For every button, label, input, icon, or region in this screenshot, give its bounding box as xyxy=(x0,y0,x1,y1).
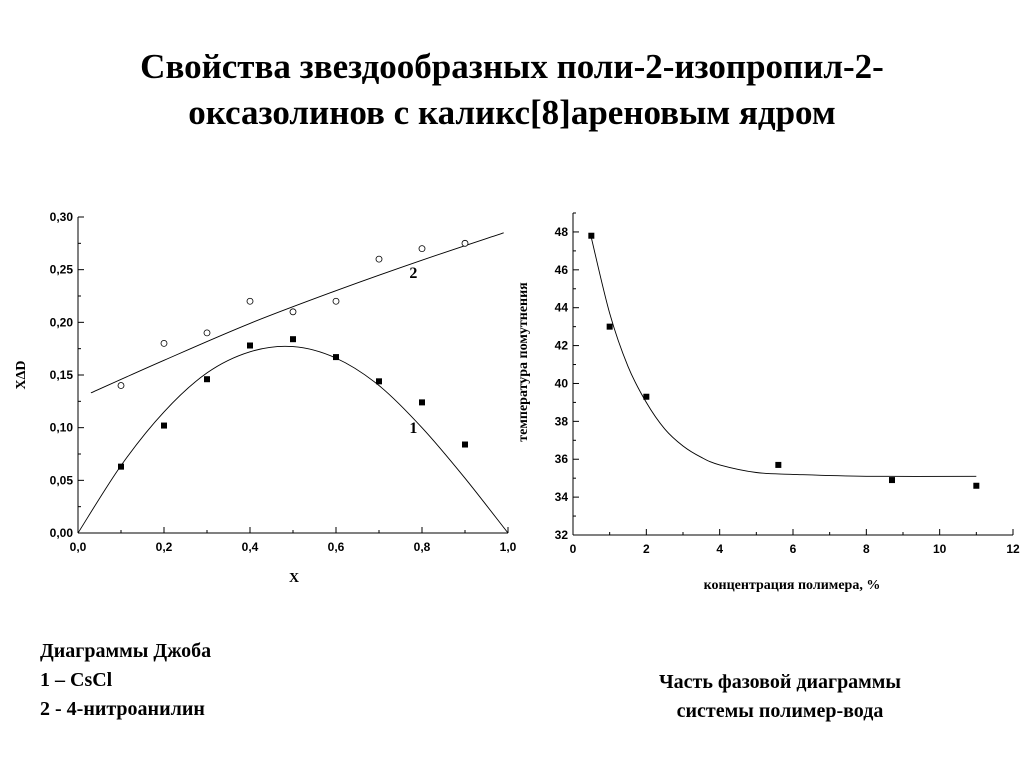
job-diagram-caption: Диаграммы Джоба 1 – CsCl 2 - 4-нитроанил… xyxy=(40,637,211,724)
job-data-point-2 xyxy=(289,308,297,316)
phase-y-tick-label: 44 xyxy=(555,301,569,315)
phase-x-tick-label: 10 xyxy=(933,542,947,556)
caption-left-line-2: 1 – CsCl xyxy=(40,669,113,691)
phase-data-point-1 xyxy=(606,323,613,330)
phase-data-point-1 xyxy=(643,393,650,400)
phase-data-point-1 xyxy=(588,232,595,239)
caption-right-line-2: системы полимер-вода xyxy=(676,700,884,722)
job-data-point-2 xyxy=(117,382,125,389)
job-fit-curve-2 xyxy=(90,232,504,394)
phase-x-tick-label: 0 xyxy=(570,542,577,556)
job-data-point-1 xyxy=(118,463,124,470)
phase-data-point-1 xyxy=(775,461,782,468)
job-data-point-1 xyxy=(290,336,296,343)
caption-left-line-3: 2 - 4-нитроанилин xyxy=(40,698,205,720)
job-fit-curve-1 xyxy=(77,345,509,534)
job-x-tick-label: 0,2 xyxy=(156,540,173,554)
phase-y-tick-label: 34 xyxy=(555,490,569,504)
phase-diagram-chart: 0 2 4 6 8 10 12323436384042444648концентрация … xyxy=(516,212,1020,593)
phase-y-axis-title: температура помутнения xyxy=(516,282,531,442)
page-title-line-1: Свойства звездообразных поли-2-изопропил… xyxy=(140,47,884,86)
phase-data-point-1 xyxy=(973,482,980,489)
job-data-point-2 xyxy=(332,297,340,305)
caption-right-line-1: Часть фазовой диаграммы xyxy=(658,671,902,693)
job-y-tick-label: 0,00 xyxy=(50,526,74,540)
phase-x-tick-label: 12 xyxy=(1006,542,1020,556)
phase-y-tick-label: 38 xyxy=(555,414,569,428)
job-x-axis-title: X xyxy=(289,571,299,586)
job-y-tick-label: 0,10 xyxy=(50,421,74,435)
job-x-tick-label: 0,4 xyxy=(242,540,259,554)
phase-x-tick-label: 4 xyxy=(716,542,723,556)
job-x-tick-label: 0,6 xyxy=(328,540,345,554)
job-y-tick-label: 0,30 xyxy=(50,210,74,224)
phase-x-tick-label: 2 xyxy=(643,542,650,556)
job-data-point-2 xyxy=(418,245,426,252)
job-data-point-2 xyxy=(160,339,168,347)
page-title: Свойства звездообразных поли-2-изопропил… xyxy=(0,44,1024,136)
phase-y-tick-label: 46 xyxy=(555,263,569,277)
job-data-point-2 xyxy=(246,297,254,305)
job-x-tick-label: 0,0 xyxy=(70,540,87,554)
job-data-point-2 xyxy=(461,239,469,247)
phase-x-tick-label: 6 xyxy=(790,542,797,556)
phase-y-tick-label: 42 xyxy=(555,339,569,353)
phase-data-point-1 xyxy=(889,477,895,484)
phase-x-tick-label: 8 xyxy=(863,542,870,556)
job-y-tick-label: 0,15 xyxy=(50,368,74,382)
phase-y-tick-label: 48 xyxy=(555,225,569,239)
job-data-point-1 xyxy=(333,354,339,361)
job-diagram-chart: 0,0 0,2 0,4 0,6 0,8 1,0 0,00 0,05 0,10 0,15 0,20 0,… xyxy=(14,210,517,586)
phase-x-axis-title: концентрация полимера, % xyxy=(704,578,881,593)
job-data-point-2 xyxy=(203,329,211,337)
phase-fit-curve-1 xyxy=(590,237,977,477)
phase-y-tick-label: 40 xyxy=(555,376,569,390)
job-data-point-1 xyxy=(247,342,253,349)
phase-y-tick-label: 36 xyxy=(555,452,569,466)
job-x-tick-label: 0,8 xyxy=(414,540,431,554)
job-data-point-1 xyxy=(161,422,167,429)
job-curve-label-2: 2 xyxy=(409,265,417,282)
job-y-tick-label: 0,20 xyxy=(50,315,74,329)
phase-diagram-caption: Часть фазовой диаграммы системы полимер-… xyxy=(590,668,970,726)
job-y-tick-label: 0,05 xyxy=(50,473,74,487)
caption-left-line-1: Диаграммы Джоба xyxy=(40,640,212,662)
job-data-point-1 xyxy=(204,376,210,383)
job-data-point-2 xyxy=(375,255,383,263)
job-y-tick-label: 0,25 xyxy=(50,263,74,277)
job-y-axis-title: XΔD xyxy=(14,361,29,390)
job-data-point-1 xyxy=(419,399,425,406)
job-x-tick-label: 1,0 xyxy=(500,540,517,554)
page-title-line-2: оксазолинов с каликс[8]ареновым ядром xyxy=(188,93,836,132)
job-data-point-1 xyxy=(462,441,468,448)
phase-y-tick-label: 32 xyxy=(555,528,569,542)
job-curve-label-1: 1 xyxy=(409,420,417,437)
job-data-point-1 xyxy=(376,378,382,385)
